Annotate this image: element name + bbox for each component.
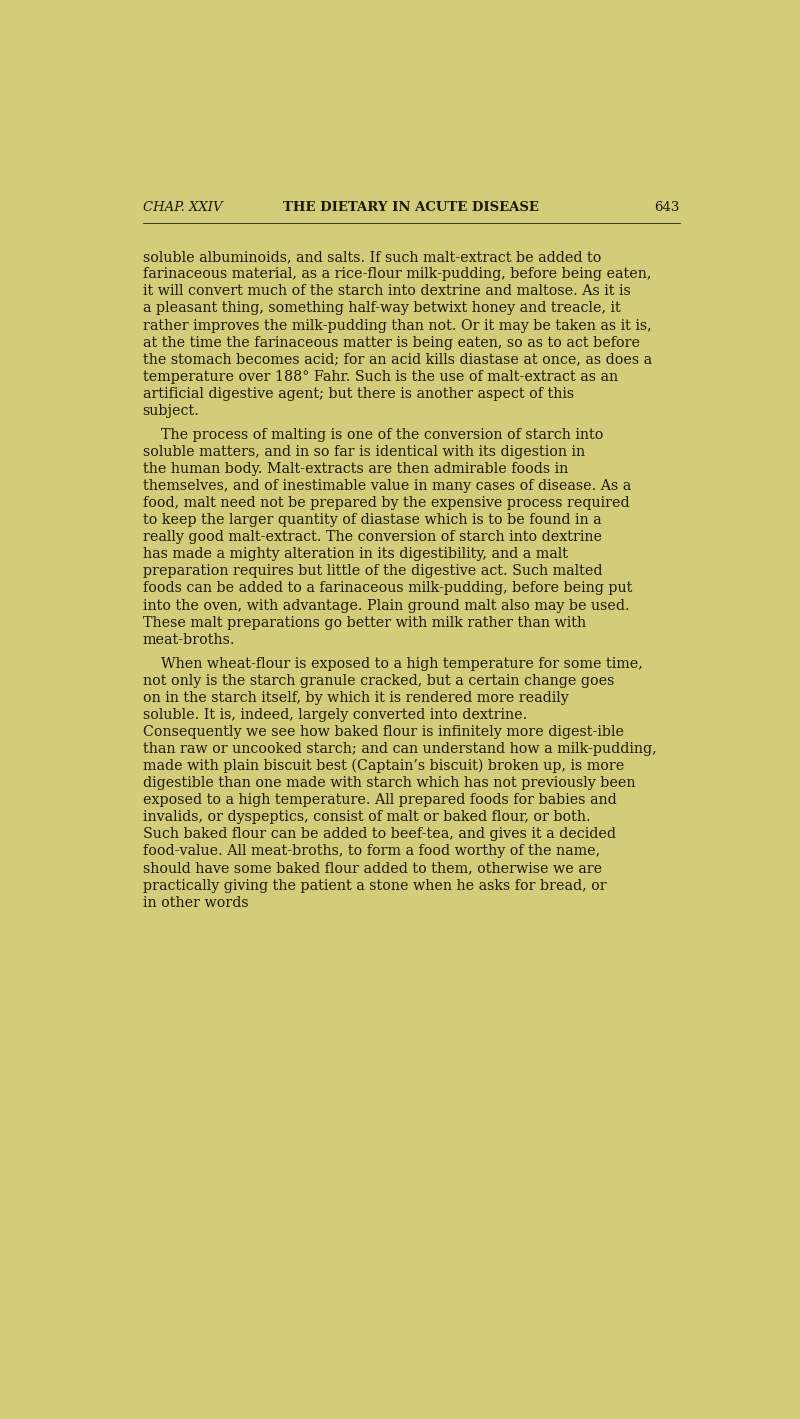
Text: CHAP. XXIV: CHAP. XXIV [142, 201, 222, 214]
Text: Consequently we see how baked flour is infinitely more digest-ible: Consequently we see how baked flour is i… [142, 725, 624, 739]
Text: to keep the larger quantity of diastase which is to be found in a: to keep the larger quantity of diastase … [142, 514, 602, 528]
Text: soluble matters, and in so far is identical with its digestion in: soluble matters, and in so far is identi… [142, 446, 585, 458]
Text: food-value. All meat-broths, to form a food worthy of the name,: food-value. All meat-broths, to form a f… [142, 844, 600, 858]
Text: The process of malting is one of the conversion of starch into: The process of malting is one of the con… [142, 427, 603, 441]
Text: into the oven, with advantage. Plain ground malt also may be used.: into the oven, with advantage. Plain gro… [142, 599, 630, 613]
Text: soluble albuminoids, and salts. If such malt-extract be added to: soluble albuminoids, and salts. If such … [142, 250, 601, 264]
Text: meat-broths.: meat-broths. [142, 633, 235, 647]
Text: practically giving the patient a stone when he asks for bread, or: practically giving the patient a stone w… [142, 878, 606, 893]
Text: food, malt need not be prepared by the expensive process required: food, malt need not be prepared by the e… [142, 497, 630, 509]
Text: subject.: subject. [142, 404, 199, 419]
Text: on in the starch itself, by which it is rendered more readily: on in the starch itself, by which it is … [142, 691, 568, 705]
Text: it will convert much of the starch into dextrine and maltose. As it is: it will convert much of the starch into … [142, 284, 630, 298]
Text: the stomach becomes acid; for an acid kills diastase at once, as does a: the stomach becomes acid; for an acid ki… [142, 353, 652, 366]
Text: than raw or uncooked starch; and can understand how a milk-pudding,: than raw or uncooked starch; and can und… [142, 742, 656, 756]
Text: in other words: in other words [142, 895, 248, 910]
Text: invalids, or dyspeptics, consist of malt or baked flour, or both.: invalids, or dyspeptics, consist of malt… [142, 810, 590, 824]
Text: 643: 643 [654, 201, 680, 214]
Text: When wheat-flour is exposed to a high temperature for some time,: When wheat-flour is exposed to a high te… [142, 657, 642, 671]
Text: rather improves the milk-pudding than not. Or it may be taken as it is,: rather improves the milk-pudding than no… [142, 318, 651, 332]
Text: really good malt-extract. The conversion of starch into dextrine: really good malt-extract. The conversion… [142, 531, 602, 545]
Text: exposed to a high temperature. All prepared foods for babies and: exposed to a high temperature. All prepa… [142, 793, 616, 807]
Text: not only is the starch granule cracked, but a certain change goes: not only is the starch granule cracked, … [142, 674, 614, 688]
Text: a pleasant thing, something half-way betwixt honey and treacle, it: a pleasant thing, something half-way bet… [142, 301, 620, 315]
Text: Such baked flour can be added to beef-tea, and gives it a decided: Such baked flour can be added to beef-te… [142, 827, 616, 841]
Text: made with plain biscuit best (Captain’s biscuit) broken up, is more: made with plain biscuit best (Captain’s … [142, 759, 624, 773]
Text: artificial digestive agent; but there is another aspect of this: artificial digestive agent; but there is… [142, 387, 574, 400]
Text: soluble. It is, indeed, largely converted into dextrine.: soluble. It is, indeed, largely converte… [142, 708, 527, 722]
Text: temperature over 188° Fahr. Such is the use of malt-extract as an: temperature over 188° Fahr. Such is the … [142, 370, 618, 383]
Text: farinaceous material, as a rice-flour milk-pudding, before being eaten,: farinaceous material, as a rice-flour mi… [142, 267, 651, 281]
Text: has made a mighty alteration in its digestibility, and a malt: has made a mighty alteration in its dige… [142, 548, 568, 562]
Text: digestible than one made with starch which has not previously been: digestible than one made with starch whi… [142, 776, 635, 790]
Text: THE DIETARY IN ACUTE DISEASE: THE DIETARY IN ACUTE DISEASE [283, 201, 539, 214]
Text: preparation requires but little of the digestive act. Such malted: preparation requires but little of the d… [142, 565, 602, 579]
Text: at the time the farinaceous matter is being eaten, so as to act before: at the time the farinaceous matter is be… [142, 336, 640, 349]
Text: should have some baked flour added to them, otherwise we are: should have some baked flour added to th… [142, 861, 602, 876]
Text: foods can be added to a farinaceous milk-pudding, before being put: foods can be added to a farinaceous milk… [142, 582, 632, 596]
Text: the human body. Malt-extracts are then admirable foods in: the human body. Malt-extracts are then a… [142, 463, 568, 475]
Text: These malt preparations go better with milk rather than with: These malt preparations go better with m… [142, 616, 586, 630]
Text: themselves, and of inestimable value in many cases of disease. As a: themselves, and of inestimable value in … [142, 480, 631, 492]
